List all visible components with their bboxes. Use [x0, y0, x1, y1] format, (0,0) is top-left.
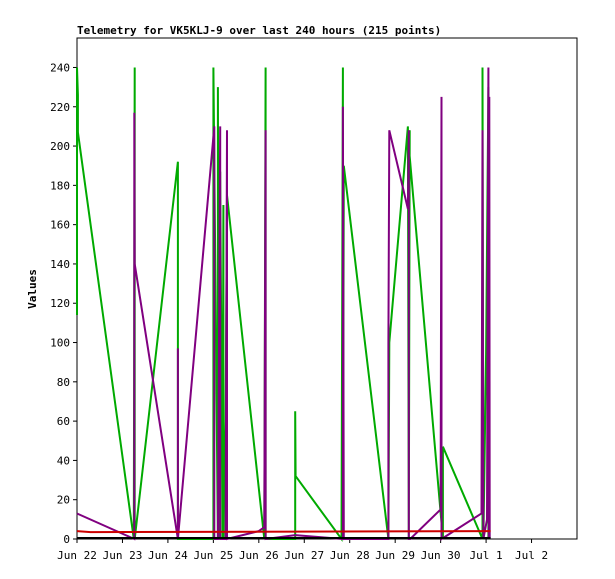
- y-tick-label: 0: [63, 533, 70, 546]
- y-tick-label: 120: [50, 297, 70, 310]
- y-tick-label: 100: [50, 337, 70, 350]
- series-line-3: [76, 530, 491, 534]
- x-tick-label: Jul 1: [470, 549, 503, 562]
- y-tick-label: 140: [50, 258, 70, 271]
- x-tick-label: Jun 29: [375, 549, 415, 562]
- x-tick-label: Jun 23: [103, 549, 143, 562]
- y-axis-label: Values: [26, 269, 39, 309]
- x-tick-label: Jun 26: [239, 549, 279, 562]
- y-tick-label: 80: [57, 376, 70, 389]
- series-group: [76, 67, 491, 543]
- y-tick-label: 60: [57, 415, 70, 428]
- y-tick-label: 180: [50, 179, 70, 192]
- y-tick-label: 240: [50, 61, 70, 74]
- x-tick-label: Jun 27: [284, 549, 324, 562]
- x-tick-label: Jun 30: [421, 549, 461, 562]
- x-tick-label: Jun 28: [330, 549, 370, 562]
- y-tick-label: 200: [50, 140, 70, 153]
- x-tick-label: Jun 25: [193, 549, 233, 562]
- chart-title: Telemetry for VK5KLJ-9 over last 240 hou…: [77, 24, 441, 37]
- y-axis: 0 20 40 60 80 100 120 140 160 180 200 220 240: [50, 61, 77, 546]
- series-line-2: [76, 67, 491, 541]
- y-tick-label: 160: [50, 219, 70, 232]
- x-axis: Jun 22 Jun 23 Jun 24 Jun 25 Jun 26 Jun 27 Jun …: [57, 539, 548, 562]
- y-tick-label: 40: [57, 454, 70, 467]
- x-tick-label: Jun 22: [57, 549, 97, 562]
- x-tick-label: Jun 24: [148, 549, 188, 562]
- x-tick-label: Jul 2: [515, 549, 548, 562]
- y-tick-label: 220: [50, 101, 70, 114]
- y-tick-label: 20: [57, 494, 70, 507]
- series-line-1: [76, 67, 490, 543]
- plot-frame: [76, 37, 578, 540]
